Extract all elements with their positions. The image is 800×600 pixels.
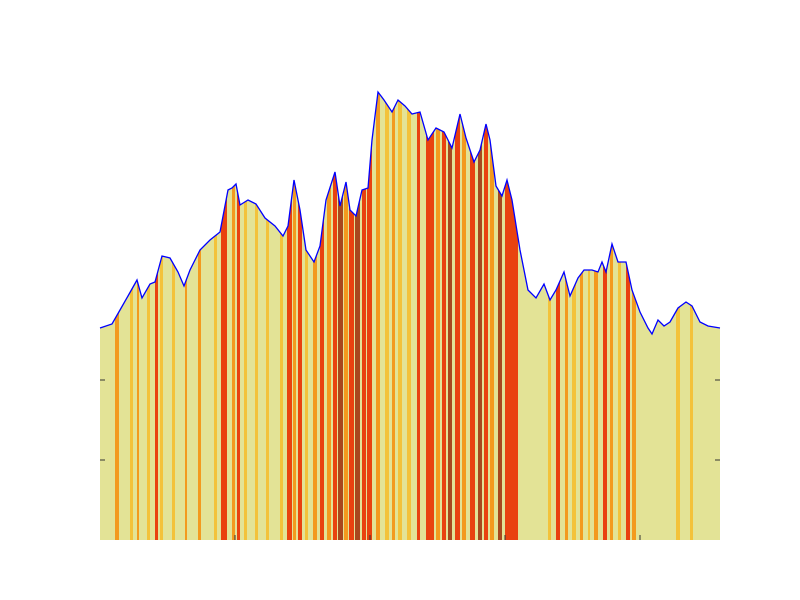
stripe — [407, 92, 411, 540]
stripe — [594, 92, 598, 540]
stripe — [632, 92, 636, 540]
stripe — [338, 92, 343, 540]
stripe — [455, 92, 460, 540]
stripe — [266, 92, 269, 540]
stripe — [367, 92, 372, 540]
profile-line — [99, 90, 721, 336]
stripe — [392, 92, 395, 540]
stripe — [155, 92, 158, 540]
stripe — [484, 92, 488, 540]
stripe — [448, 92, 452, 540]
stripe — [349, 92, 354, 540]
stripe — [244, 92, 247, 540]
stripe — [376, 92, 380, 540]
stripe — [344, 92, 348, 540]
stripe — [147, 92, 150, 540]
stripe — [603, 92, 607, 540]
stripe — [436, 92, 440, 540]
stripe — [327, 92, 331, 540]
stripe — [580, 92, 583, 540]
stripe — [287, 92, 292, 540]
stripe — [556, 92, 560, 540]
stripe — [298, 92, 302, 540]
stripe — [237, 92, 240, 540]
stripe — [320, 92, 324, 540]
stripe — [293, 92, 296, 540]
stripe — [462, 92, 466, 540]
stripe — [470, 92, 475, 540]
stripe — [618, 92, 621, 540]
stripe — [478, 92, 482, 540]
stripe — [214, 92, 217, 540]
stripe — [610, 92, 613, 540]
stripe — [221, 92, 227, 540]
stripe — [255, 92, 258, 540]
stripe — [232, 92, 235, 540]
stripe — [313, 92, 317, 540]
stripe — [490, 92, 494, 540]
stripe — [115, 92, 119, 540]
stripe — [588, 92, 590, 540]
stripe — [355, 92, 360, 540]
stripe — [385, 92, 389, 540]
stripe — [690, 92, 693, 540]
stripe — [305, 92, 308, 540]
stripe — [626, 92, 630, 540]
stripe — [548, 92, 551, 540]
stripe — [362, 92, 366, 540]
stripe — [172, 92, 175, 540]
stripe — [442, 92, 446, 540]
stripe — [198, 92, 201, 540]
stripe — [498, 92, 502, 540]
stripe — [185, 92, 187, 540]
stripe — [426, 92, 434, 540]
stripe — [160, 92, 163, 540]
stripe — [130, 92, 133, 540]
stripe — [137, 92, 139, 540]
stripe — [572, 92, 576, 540]
stripe — [417, 92, 420, 540]
stripe — [565, 92, 568, 540]
stripes — [115, 92, 693, 540]
stripe — [398, 92, 402, 540]
stripe — [676, 92, 680, 540]
stripe — [280, 92, 283, 540]
stripe — [505, 92, 518, 540]
stripe — [333, 92, 337, 540]
